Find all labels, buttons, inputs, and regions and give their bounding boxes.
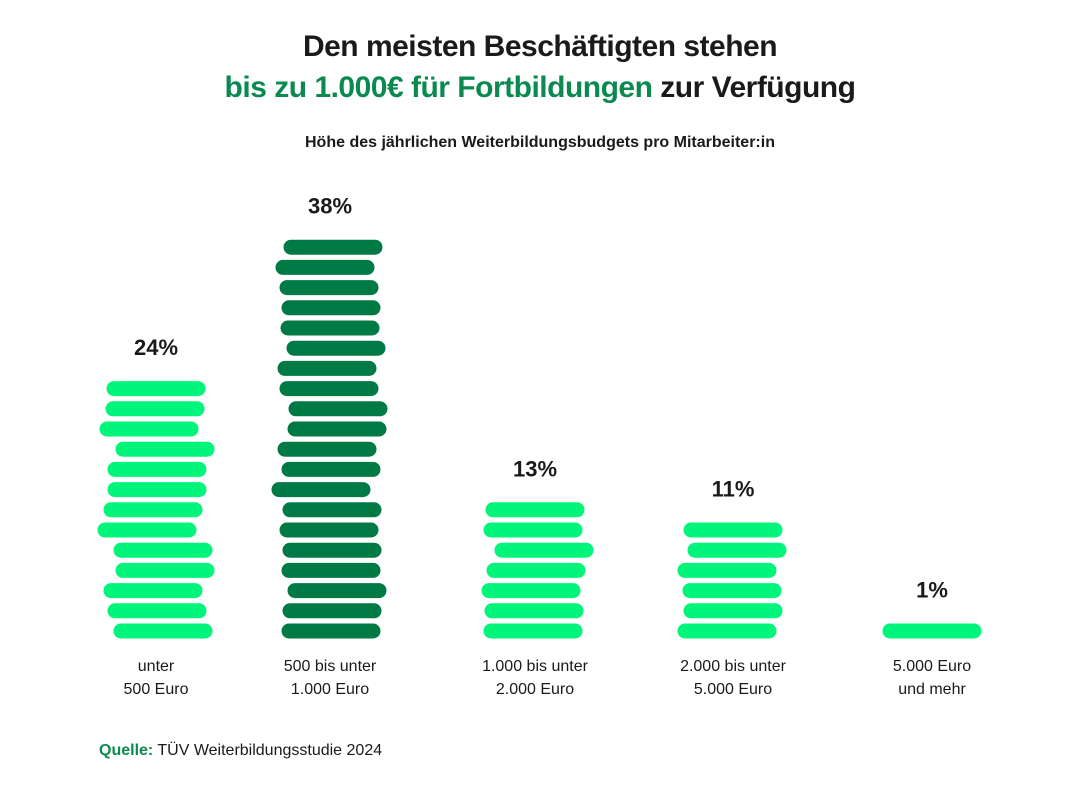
coin-bar-segment <box>683 603 783 619</box>
category-label: 5.000 Euro <box>893 658 971 675</box>
source-note: Quelle: TÜV Weiterbildungsstudie 2024 <box>99 742 382 760</box>
category-label: 500 Euro <box>124 681 189 698</box>
coin-bar-segment <box>113 542 213 558</box>
category-label: 500 bis unter <box>284 658 377 675</box>
coin-bar-segment <box>107 482 207 498</box>
coin-bar-segment <box>287 583 387 599</box>
data-label: 38% <box>308 194 352 219</box>
data-label: 1% <box>916 578 948 603</box>
coin-bar-segment <box>103 502 203 518</box>
coin-bar-segment <box>113 623 213 639</box>
chart-title-line2: bis zu 1.000€ für Fortbildungen zur Verf… <box>0 71 1080 105</box>
coin-bar-segment <box>288 401 388 417</box>
data-label: 24% <box>134 335 178 360</box>
title-rest: zur Verfügung <box>652 71 856 104</box>
coin-bar-segment <box>279 522 379 538</box>
coin-bar-segment <box>282 603 382 619</box>
coin-bar-segment <box>481 583 581 599</box>
data-label: 11% <box>712 477 755 502</box>
coin-bar-segment <box>107 603 207 619</box>
coin-bar-segment <box>277 441 377 457</box>
coin-bar-segment <box>281 623 381 639</box>
coin-bar-segment <box>277 360 377 376</box>
coin-bar-segment <box>483 522 583 538</box>
coin-bar-segment <box>106 381 206 397</box>
coin-bar-segment <box>281 562 381 578</box>
coin-bar-segment <box>687 542 787 558</box>
coin-bar-segment <box>282 502 382 518</box>
category-label: 1.000 bis unter <box>482 658 589 675</box>
coin-bar-segment <box>483 623 583 639</box>
category-label: und mehr <box>898 681 966 698</box>
coin-bar-segment <box>281 461 381 477</box>
coin-bar-segment <box>683 522 783 538</box>
category-label: 5.000 Euro <box>694 681 772 698</box>
coin-bar-segment <box>103 583 203 599</box>
coin-bar-segment <box>282 542 382 558</box>
coin-bar-segment <box>484 603 584 619</box>
category-label: 2.000 bis unter <box>680 658 787 675</box>
title-highlight: bis zu 1.000€ für Fortbildungen <box>224 71 653 104</box>
data-label: 13% <box>513 456 557 481</box>
source-text: TÜV Weiterbildungsstudie 2024 <box>153 742 383 759</box>
coin-bar-segment <box>280 320 380 336</box>
chart-title-line1: Den meisten Beschäftigten stehen <box>302 30 778 63</box>
coin-bar-segment <box>115 562 215 578</box>
coin-bar-segment <box>486 562 586 578</box>
coin-bar-segment <box>677 623 777 639</box>
category-label: unter <box>138 658 175 675</box>
coin-bar-segment <box>281 300 381 316</box>
coin-bar-segment <box>494 542 594 558</box>
coin-bar-segment <box>682 583 782 599</box>
coin-bar-segment <box>99 421 199 437</box>
coin-bar-segment <box>279 381 379 397</box>
coin-bar-segment <box>105 401 205 417</box>
source-label: Quelle: <box>99 742 154 759</box>
coin-bar-segment <box>271 482 371 498</box>
category-label: 2.000 Euro <box>496 681 574 698</box>
coin-bar-segment <box>287 421 387 437</box>
coin-bar-segment <box>882 623 982 639</box>
coin-bar-segment <box>97 522 197 538</box>
coin-bar-segment <box>283 239 383 255</box>
coin-bar-segment <box>107 461 207 477</box>
category-label: 1.000 Euro <box>291 681 369 698</box>
coin-bar-segment <box>275 259 375 275</box>
coin-bar-segment <box>286 340 386 356</box>
chart-subtitle: Höhe des jährlichen Weiterbildungsbudget… <box>305 134 775 151</box>
coin-bar-segment <box>677 562 777 578</box>
coin-bar-segment <box>279 280 379 296</box>
coin-bar-segment <box>485 502 585 518</box>
coin-bar-segment <box>115 441 215 457</box>
